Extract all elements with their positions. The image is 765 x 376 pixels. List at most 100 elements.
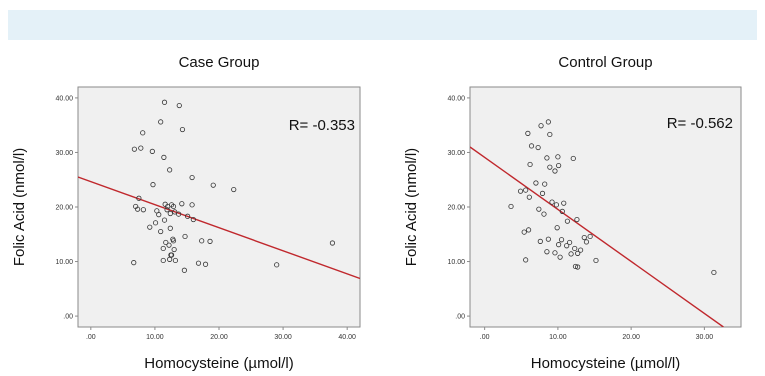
data-point [231, 186, 237, 193]
data-point [138, 145, 144, 151]
data-point [561, 200, 567, 206]
data-point [190, 216, 196, 223]
data-point [184, 213, 191, 219]
x-tick-label: 40.00 [338, 334, 356, 341]
data-point [182, 233, 188, 240]
data-point [210, 182, 216, 188]
data-point [167, 225, 173, 231]
data-point [150, 182, 156, 188]
data-point [557, 254, 563, 260]
x-tick-label: 20.00 [210, 334, 228, 341]
y-axis-label: Folic Acid (nmol/l) [11, 148, 28, 266]
data-point [167, 256, 173, 262]
data-point [181, 267, 187, 273]
x-tick-label: 10.00 [146, 334, 164, 341]
data-point [711, 269, 717, 276]
y-axis-label: Folic Acid (nmol/l) [403, 148, 420, 266]
data-point [568, 251, 574, 257]
data-point [170, 203, 177, 210]
data-point [539, 190, 546, 196]
data-point [593, 257, 599, 264]
data-point [158, 119, 164, 125]
data-point [167, 167, 173, 173]
data-point [158, 228, 164, 235]
header-band [8, 10, 757, 40]
data-point [564, 218, 571, 224]
data-point [199, 238, 205, 244]
y-tick-label: 20.00 [55, 205, 73, 212]
data-point [545, 236, 551, 242]
y-tick-label: .00 [455, 314, 465, 321]
data-point [583, 239, 590, 245]
y-tick-label: 20.00 [447, 205, 465, 212]
x-tick-label: 30.00 [696, 334, 714, 341]
data-point [552, 250, 558, 256]
y-tick-label: 10.00 [55, 259, 73, 266]
y-tick-label: 30.00 [447, 150, 465, 157]
data-point [537, 238, 543, 244]
data-point [587, 233, 593, 240]
data-point [176, 102, 182, 109]
data-point [558, 237, 565, 243]
data-point [523, 187, 529, 193]
data-point [575, 250, 581, 256]
data-point [136, 195, 142, 201]
y-tick-label: 30.00 [55, 150, 73, 157]
scatter-chart-2: Control Group .00 10.00 20.00 30.00 40.00 .00 1… [403, 54, 742, 372]
data-point [172, 209, 178, 215]
data-point [131, 260, 137, 266]
data-point [164, 207, 170, 213]
data-point [171, 246, 177, 253]
data-point [581, 234, 587, 241]
data-point [547, 131, 553, 138]
data-point [556, 162, 562, 169]
x-tick-label: 10.00 [549, 334, 567, 341]
data-point [521, 229, 527, 235]
y-tick-label: 40.00 [55, 95, 73, 102]
data-point [189, 174, 195, 181]
data-point [536, 206, 542, 212]
data-point [528, 143, 535, 149]
data-point [545, 119, 551, 125]
y-tick-label: 10.00 [447, 259, 465, 266]
regression-line [470, 146, 724, 327]
data-point [140, 207, 146, 213]
data-point [147, 224, 153, 230]
data-point [274, 262, 280, 268]
data-point [161, 99, 168, 105]
plot-area [469, 86, 742, 328]
data-point [179, 126, 186, 133]
data-point [135, 206, 141, 212]
data-point [140, 130, 146, 136]
data-point [165, 203, 171, 210]
data-point [189, 202, 195, 208]
correlation-annotation: R= -0.562 [667, 115, 733, 132]
data-point [544, 249, 550, 255]
data-point [176, 211, 182, 217]
data-point [202, 261, 209, 267]
data-point [167, 210, 173, 217]
data-point [131, 146, 137, 152]
x-tick-label: .00 [480, 334, 490, 341]
data-point [195, 260, 202, 266]
data-point [544, 155, 550, 161]
data-point [567, 239, 573, 246]
data-point [553, 202, 560, 208]
scatter-chart-1: Case Group .00 10.00 20.00 30.00 40.00 .00 10.0… [11, 54, 361, 372]
data-point [559, 208, 565, 214]
x-tick-label: 30.00 [274, 334, 292, 341]
data-point [533, 180, 539, 186]
chart-title: Control Group [558, 54, 652, 71]
data-point [525, 227, 532, 233]
data-point [160, 257, 166, 264]
data-point [575, 264, 581, 270]
data-point [163, 239, 169, 246]
data-point [170, 238, 177, 244]
data-point [526, 194, 532, 200]
data-point [149, 148, 155, 154]
data-point [527, 161, 533, 168]
regression-line [78, 176, 360, 280]
x-tick-label: 20.00 [622, 334, 640, 341]
data-point [555, 154, 561, 160]
data-point [556, 242, 562, 248]
